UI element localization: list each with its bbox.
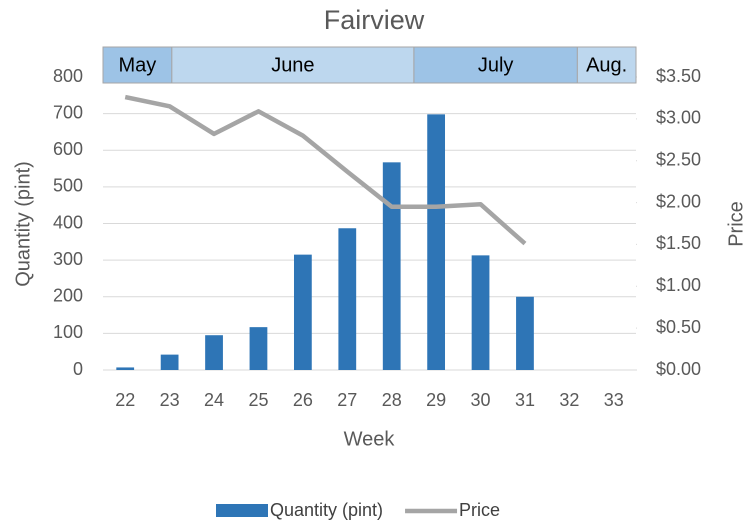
y-tick-label: 300 xyxy=(53,249,83,269)
y-tick-label: 0 xyxy=(73,359,83,379)
x-tick-label: 25 xyxy=(248,390,268,410)
x-tick-label: 27 xyxy=(337,390,357,410)
y-tick-label: 600 xyxy=(53,139,83,159)
bar xyxy=(160,354,179,370)
x-tick-label: 24 xyxy=(204,390,224,410)
y2-tick-label: $0.50 xyxy=(656,317,701,337)
bar xyxy=(382,162,401,370)
legend-label: Quantity (pint) xyxy=(270,500,383,520)
y-axis-title: Quantity (pint) xyxy=(12,161,34,287)
bar xyxy=(205,335,223,370)
y2-axis-title: Price xyxy=(725,201,747,247)
bar xyxy=(427,114,446,370)
x-tick-label: 23 xyxy=(160,390,180,410)
y2-tick-label: $1.50 xyxy=(656,233,701,253)
month-band xyxy=(413,46,578,84)
legend-label: Price xyxy=(459,500,500,520)
month-label: June xyxy=(271,54,314,76)
x-tick-label: 30 xyxy=(471,390,491,410)
y-tick-label: 100 xyxy=(53,322,83,342)
y2-tick-label: $1.00 xyxy=(656,275,701,295)
x-tick-label: 28 xyxy=(382,390,402,410)
month-label: May xyxy=(119,54,157,76)
y2-tick-label: $0.00 xyxy=(656,359,701,379)
month-band xyxy=(171,46,415,84)
x-tick-label: 32 xyxy=(559,390,579,410)
x-tick-label: 33 xyxy=(604,390,624,410)
month-band xyxy=(576,46,637,84)
y2-tick-label: $3.50 xyxy=(656,66,701,86)
x-tick-label: 31 xyxy=(515,390,535,410)
month-label: Aug. xyxy=(586,54,627,76)
line xyxy=(124,94,527,246)
x-tick-label: 29 xyxy=(426,390,446,410)
x-axis-title: Week xyxy=(344,428,396,450)
x-tick-label: 26 xyxy=(293,390,313,410)
y2-tick-label: $2.50 xyxy=(656,149,701,169)
y-tick-label: 400 xyxy=(53,212,83,232)
month-label: July xyxy=(478,54,514,76)
y-tick-label: 700 xyxy=(53,102,83,122)
bar xyxy=(338,228,357,370)
bar xyxy=(293,254,312,370)
legend-swatch xyxy=(216,504,268,517)
bar xyxy=(471,255,490,370)
bar xyxy=(249,327,268,370)
y-tick-label: 200 xyxy=(53,286,83,306)
y2-tick-label: $2.00 xyxy=(656,191,701,211)
x-tick-label: 22 xyxy=(115,390,135,410)
y2-tick-label: $3.00 xyxy=(656,108,701,128)
bar xyxy=(516,296,534,370)
bar xyxy=(116,367,135,370)
month-band xyxy=(102,46,173,84)
chart-title: Fairview xyxy=(324,5,425,35)
y-tick-label: 500 xyxy=(53,176,83,196)
y-tick-label: 800 xyxy=(53,66,83,86)
